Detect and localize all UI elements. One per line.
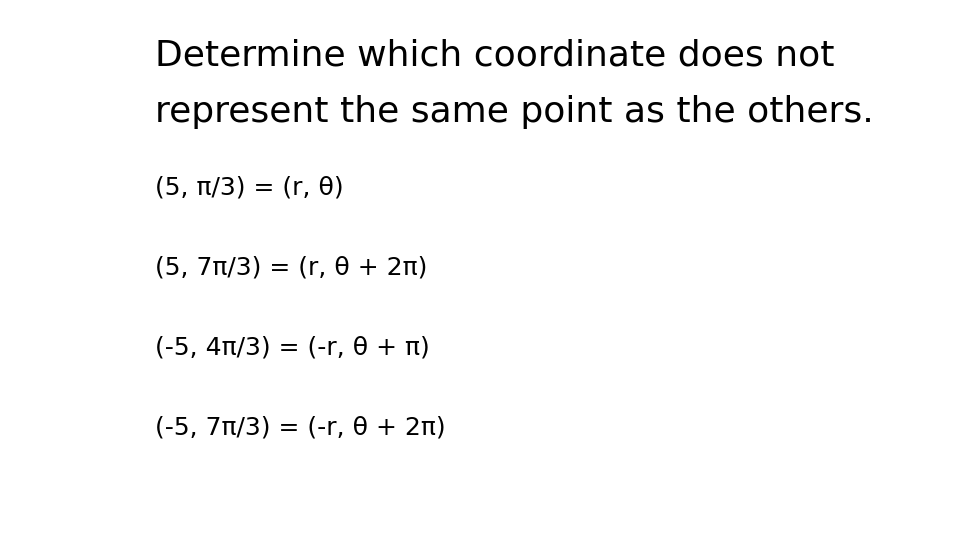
Text: (-5, 4π/3) = (-r, θ + π): (-5, 4π/3) = (-r, θ + π) bbox=[155, 335, 430, 359]
Text: represent the same point as the others.: represent the same point as the others. bbox=[155, 95, 874, 129]
Text: (5, 7π/3) = (r, θ + 2π): (5, 7π/3) = (r, θ + 2π) bbox=[155, 255, 427, 279]
Text: (5, π/3) = (r, θ): (5, π/3) = (r, θ) bbox=[155, 175, 344, 199]
Text: Determine which coordinate does not: Determine which coordinate does not bbox=[155, 38, 834, 72]
Text: (-5, 7π/3) = (-r, θ + 2π): (-5, 7π/3) = (-r, θ + 2π) bbox=[155, 415, 445, 439]
